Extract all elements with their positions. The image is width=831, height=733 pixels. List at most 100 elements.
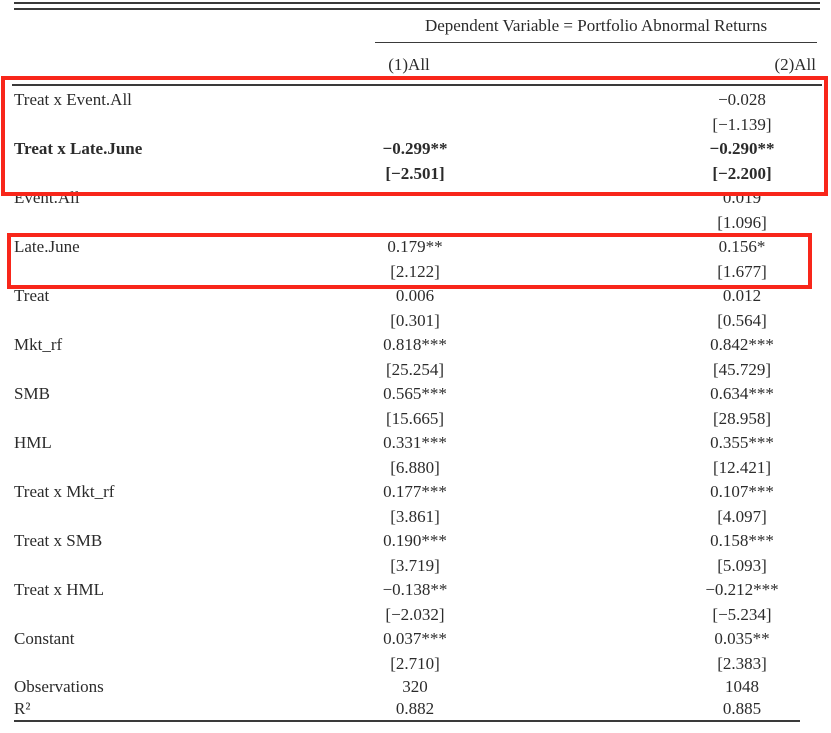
top-double-rule <box>14 2 820 10</box>
coefficient-value: 0.355*** <box>710 433 774 452</box>
table-row: Observations 320 1048 <box>0 676 831 698</box>
table-row: Treat 0.006 [0.301] 0.012 [0.564] <box>0 284 831 333</box>
highlight-box-late-june <box>7 233 812 289</box>
t-statistic: [−2.032] <box>385 604 445 624</box>
coefficient-value: 0.037*** <box>383 629 447 648</box>
t-statistic: [−2.200] <box>712 163 772 183</box>
coefficient-value: 0.107*** <box>710 482 774 501</box>
coefficient-value: 0.012 <box>722 286 762 305</box>
row-label: Treat x HML <box>14 580 105 599</box>
col1-cell: 320 <box>305 676 525 698</box>
t-statistic: [−2.501] <box>385 163 445 183</box>
statistic-value: 0.885 <box>722 699 762 718</box>
col2-cell: 0.842*** [45.729] <box>662 333 822 382</box>
col1-cell: 0.037*** [2.710] <box>305 627 525 676</box>
coefficient-value: 0.158*** <box>710 531 774 550</box>
row-label: SMB <box>14 384 50 403</box>
coefficient-value: 0.006 <box>395 286 435 305</box>
col1-cell: 0.177*** [3.861] <box>305 480 525 529</box>
row-label: Treat x Event.All <box>14 90 132 109</box>
table-row: SMB 0.565*** [15.665] 0.634*** [28.958] <box>0 382 831 431</box>
highlight-box-treat-interactions <box>1 76 828 196</box>
t-statistic: [2.122] <box>390 261 440 281</box>
dependent-variable-header: Dependent Variable = Portfolio Abnormal … <box>375 16 817 43</box>
row-label: Treat x SMB <box>14 531 103 550</box>
coefficient-value: −0.290** <box>709 139 775 158</box>
coefficient-value: −0.028 <box>718 90 766 109</box>
t-statistic <box>305 211 525 236</box>
row-label: Treat <box>14 286 50 305</box>
column-header-row: (1)All (2)All <box>0 55 831 75</box>
t-statistic: [25.254] <box>385 359 445 379</box>
table-row: Constant 0.037*** [2.710] 0.035** [2.383… <box>0 627 831 676</box>
coefficient-value: −0.299** <box>382 139 448 158</box>
t-statistic: [2.710] <box>390 653 440 673</box>
row-label: Constant <box>14 629 75 648</box>
col2-cell: −0.028 [−1.139] <box>662 88 822 137</box>
coefficient-value: 0.565*** <box>383 384 447 403</box>
col2-cell: 0.355*** [12.421] <box>662 431 822 480</box>
t-statistic: [−1.139] <box>712 114 772 134</box>
header-rule <box>12 84 822 86</box>
col1-cell: 0.818*** [25.254] <box>305 333 525 382</box>
coefficient-value: 0.156* <box>718 237 766 256</box>
row-label: Observations <box>14 677 104 696</box>
col2-cell: 0.634*** [28.958] <box>662 382 822 431</box>
coefficient-value: 0.331*** <box>383 433 447 452</box>
table-row: Treat x HML −0.138** [−2.032] −0.212*** … <box>0 578 831 627</box>
coefficient-value: 0.190*** <box>383 531 447 550</box>
row-label: HML <box>14 433 52 452</box>
table-row: Mkt_rf 0.818*** [25.254] 0.842*** [45.72… <box>0 333 831 382</box>
bottom-rule <box>14 720 800 722</box>
coefficient-value: 0.634*** <box>710 384 774 403</box>
t-statistic: [1.096] <box>717 212 767 232</box>
coefficient-value: 0.842*** <box>710 335 774 354</box>
col2-cell: 1048 <box>662 676 822 698</box>
col2-cell: 0.885 <box>662 698 822 720</box>
col1-cell: −0.299** [−2.501] <box>305 137 525 186</box>
table-row: HML 0.331*** [6.880] 0.355*** [12.421] <box>0 431 831 480</box>
col2-cell: −0.212*** [−5.234] <box>662 578 822 627</box>
statistic-value: 1048 <box>725 677 759 696</box>
table-row: Treat x Late.June −0.299** [−2.501] −0.2… <box>0 137 831 186</box>
t-statistic: [45.729] <box>712 359 772 379</box>
column-header-spacer <box>14 55 299 75</box>
statistic-value: 0.882 <box>395 699 435 718</box>
coefficient-value: 0.177*** <box>383 482 447 501</box>
table-row: Late.June 0.179** [2.122] 0.156* [1.677] <box>0 235 831 284</box>
coefficient-value: −0.212*** <box>705 580 779 599</box>
t-statistic: [0.564] <box>717 310 767 330</box>
t-statistic: [2.383] <box>717 653 767 673</box>
row-label: Treat x Late.June <box>14 139 143 158</box>
t-statistic: [−5.234] <box>712 604 772 624</box>
col2-cell: 0.012 [0.564] <box>662 284 822 333</box>
t-statistic: [15.665] <box>385 408 445 428</box>
t-statistic: [0.301] <box>390 310 440 330</box>
t-statistic: [5.093] <box>717 555 767 575</box>
col2-cell: 0.035** [2.383] <box>662 627 822 676</box>
col1-cell: 0.006 [0.301] <box>305 284 525 333</box>
row-label: Treat x Mkt_rf <box>14 482 115 501</box>
t-statistic: [1.677] <box>717 261 767 281</box>
col2-cell: −0.290** [−2.200] <box>662 137 822 186</box>
t-statistic: [3.861] <box>390 506 440 526</box>
col1-cell: 0.190*** [3.719] <box>305 529 525 578</box>
col1-cell: −0.138** [−2.032] <box>305 578 525 627</box>
col1-cell: 0.565*** [15.665] <box>305 382 525 431</box>
regression-table-body: Treat x Event.All −0.028 [−1.139] Treat … <box>0 88 831 720</box>
row-label: Mkt_rf <box>14 335 63 354</box>
column-header-1: (1)All <box>388 55 430 74</box>
table-row: Treat x Mkt_rf 0.177*** [3.861] 0.107***… <box>0 480 831 529</box>
col1-cell: 0.882 <box>305 698 525 720</box>
table-row: R² 0.882 0.885 <box>0 698 831 720</box>
col1-cell: 0.179** [2.122] <box>305 235 525 284</box>
t-statistic: [4.097] <box>717 506 767 526</box>
t-statistic: [12.421] <box>712 457 772 477</box>
coefficient-value: −0.138** <box>382 580 448 599</box>
table-row: Treat x SMB 0.190*** [3.719] 0.158*** [5… <box>0 529 831 578</box>
t-statistic: [28.958] <box>712 408 772 428</box>
row-label: R² <box>14 699 31 718</box>
column-header-2: (2)All <box>774 55 816 74</box>
coefficient-value: 0.818*** <box>383 335 447 354</box>
coefficient-value: 0.179** <box>387 237 443 256</box>
